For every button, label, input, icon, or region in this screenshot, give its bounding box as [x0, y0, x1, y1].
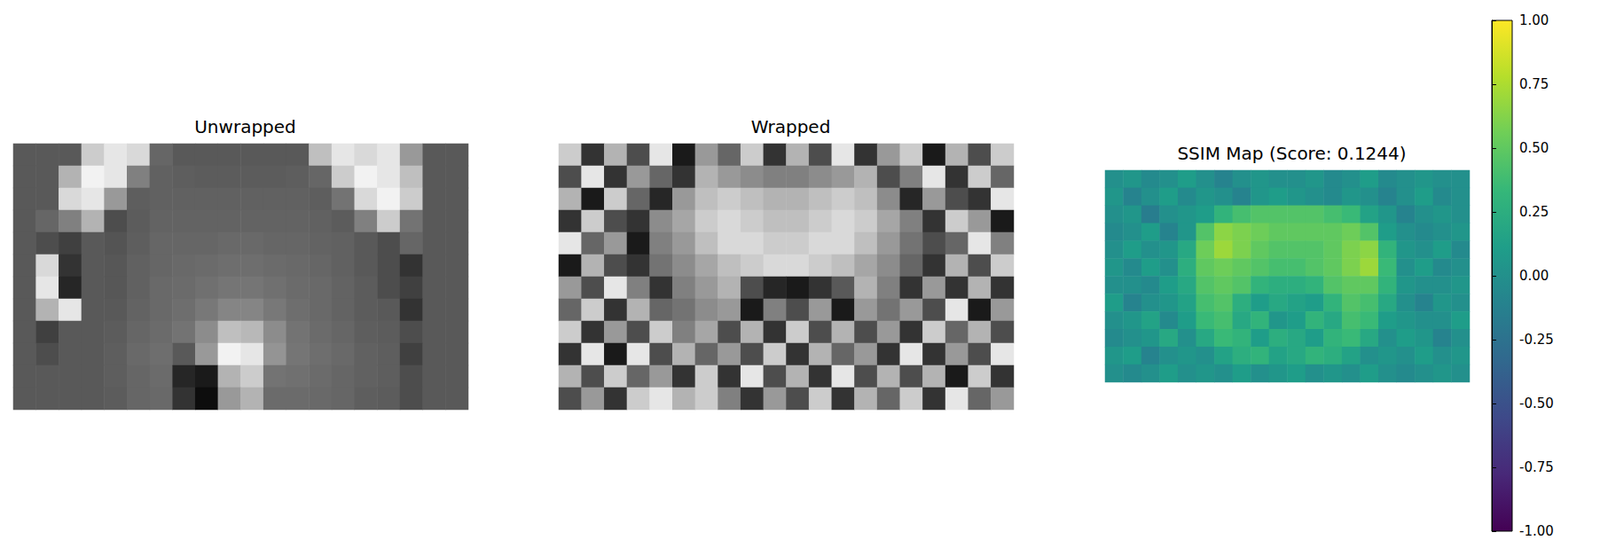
- svg-text:Wrapped: Wrapped: [751, 116, 832, 138]
- svg-text:-0.25: -0.25: [1519, 331, 1554, 348]
- svg-text:0.50: 0.50: [1519, 140, 1549, 157]
- svg-text:0.75: 0.75: [1519, 76, 1549, 93]
- svg-text:1.00: 1.00: [1519, 12, 1549, 29]
- svg-text:-0.50: -0.50: [1519, 395, 1554, 412]
- svg-text:0.25: 0.25: [1519, 203, 1549, 220]
- svg-text:0.00: 0.00: [1519, 267, 1549, 284]
- svg-text:Unwrapped: Unwrapped: [194, 116, 297, 138]
- svg-text:-0.75: -0.75: [1519, 459, 1554, 476]
- svg-text:-1.00: -1.00: [1519, 523, 1554, 540]
- svg-text:SSIM Map (Score: 0.1244): SSIM Map (Score: 0.1244): [1176, 142, 1406, 165]
